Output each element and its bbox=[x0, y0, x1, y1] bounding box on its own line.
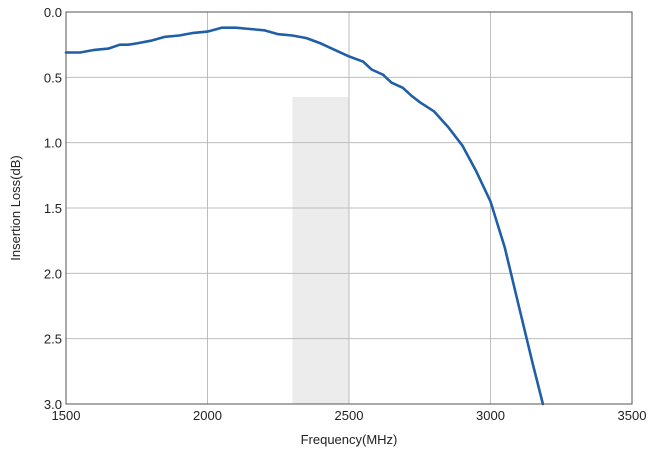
y-tick-label: 1.0 bbox=[44, 136, 62, 151]
x-tick-label: 2000 bbox=[193, 408, 222, 423]
x-tick-label: 2500 bbox=[335, 408, 364, 423]
y-tick-label: 2.0 bbox=[44, 266, 62, 281]
shaded-band-layer bbox=[292, 96, 349, 404]
x-tick-label: 1500 bbox=[52, 408, 81, 423]
y-axis-label: Insertion Loss(dB) bbox=[8, 155, 23, 261]
y-tick-label: 2.5 bbox=[44, 332, 62, 347]
y-tick-label: 0.0 bbox=[44, 5, 62, 20]
y-tick-label: 0.5 bbox=[44, 70, 62, 85]
x-tick-label: 3500 bbox=[618, 408, 647, 423]
plot-frame bbox=[65, 11, 633, 405]
insertion-loss-line bbox=[64, 26, 545, 406]
y-tick-label: 3.0 bbox=[44, 397, 62, 412]
y-tick-label: 1.5 bbox=[44, 201, 62, 216]
tick-label-layer: 1500 2000 2500 3000 3500 0.0 0.5 1.0 1.5 2.0 2.5 3.… bbox=[44, 5, 647, 423]
grid-layer bbox=[66, 12, 632, 404]
x-tick-label: 3000 bbox=[476, 408, 505, 423]
x-axis-label: Frequency(MHz) bbox=[301, 432, 398, 447]
series-layer bbox=[64, 26, 545, 406]
shaded-band bbox=[292, 96, 349, 404]
